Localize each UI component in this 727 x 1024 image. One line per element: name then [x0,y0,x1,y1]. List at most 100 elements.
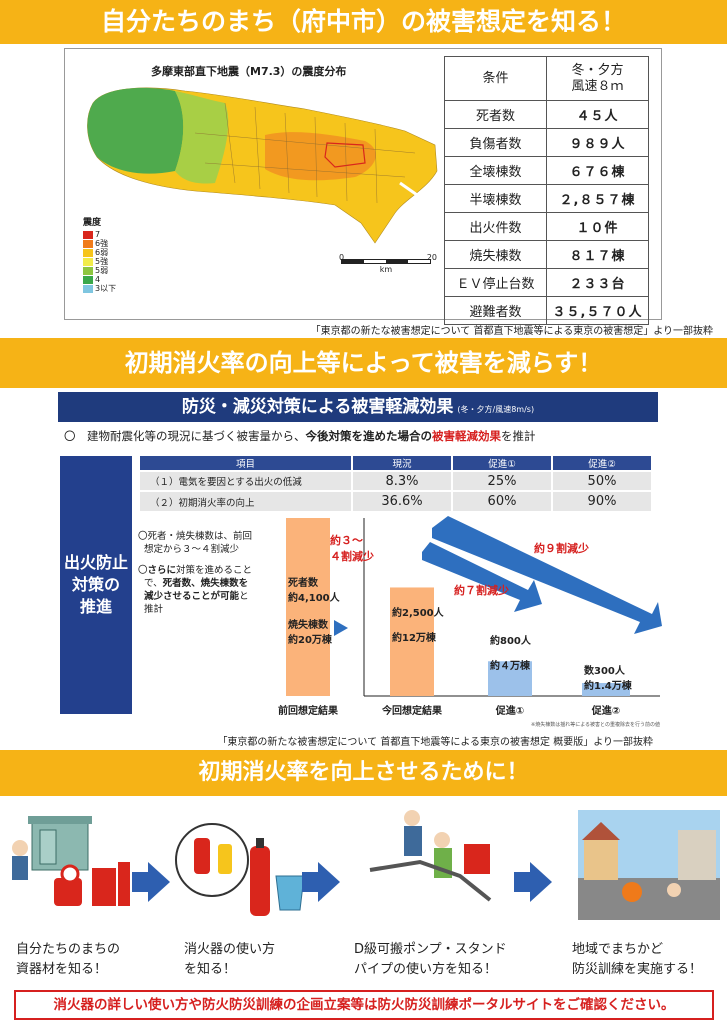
measures-cell: 25% [452,470,553,491]
step-caption-2: 消火器の使い方 を知る！ [184,942,276,977]
extinguisher-illustration [175,823,305,916]
reduction-arrow-90 [432,516,662,634]
bar-data-label: 死者数 [288,576,319,589]
measures-cell: 60% [452,490,553,511]
legend-item: 6弱 [83,248,116,257]
map-title: 多摩東部直下地震（M7.3）の震度分布 [151,65,347,78]
measures-table: 項目 現況 促進① 促進② （１）電気を要因とする出火の低減 8.3% 25% 50% （２）… [140,456,653,511]
reduction-annotation: 約９割減少 [534,541,589,555]
damage-row: 負傷者数 ９８９人 [444,128,649,157]
damage-key: 負傷者数 [444,128,547,157]
damage-table-head: 条件 冬・夕方 風速８ｍ [444,56,649,101]
damage-key: 避難者数 [444,296,547,325]
note-1: 〇死者・焼失棟数は、前回 想定から３～４割減少 [138,531,253,555]
step-caption-3: D級可搬ポンプ・スタンド パイプの使い方を知る！ [354,942,507,977]
fire-prevention-label: 出火防止 対策の 推進 [60,456,132,714]
damage-row: 避難者数 ３５,５７０人 [444,296,649,325]
measures-row: （１）電気を要因とする出火の低減 8.3% 25% 50% [140,470,653,491]
step-arrow-3 [514,862,552,902]
scale-unit: km [379,265,393,274]
bar-0 [286,518,330,696]
damage-value: ３５,５７０人 [546,296,649,325]
measures-cell: （２）初期消火率の向上 [140,490,353,511]
legend-title: 震度 [83,218,102,228]
seismic-intensity-map [87,87,438,244]
fuchu-boundary [324,142,366,168]
measures-cell: 90% [552,490,653,511]
damage-row: 死者数 ４５人 [444,100,649,129]
condition-label: 条件 [444,56,547,101]
scale-bar [341,259,431,264]
damage-estimate-panel: 多摩東部直下地震（M7.3）の震度分布 震度 7 6強 6弱 5強 5弱 4 3以下 0 2… [64,48,662,325]
map-west-lightgreen [175,91,229,184]
legend-label: 6弱 [95,248,109,257]
bar-data-label: 約1.4万棟 [584,679,633,692]
step-arrow-1 [132,862,170,902]
damage-key: 全壊棟数 [444,156,547,185]
measures-row: （２）初期消火率の向上 36.6% 60% 90% [140,490,653,511]
legend-swatch [83,230,93,239]
legend-item: 4 [83,275,116,284]
damage-value: ４５人 [546,100,649,129]
equipment-storage-illustration [12,816,130,906]
condition-value: 冬・夕方 風速８ｍ [546,56,649,101]
middle-banner: 初期消火率の向上等によって被害を減らす！ [0,338,727,388]
bar-3 [582,682,630,696]
x-tick-label: 促進② [591,704,620,717]
ward-lines [194,102,416,204]
source-note-1: 「東京都の新たな被害想定について 首都直下地震等による東京の被害想定」より一部抜… [310,326,713,337]
intensity-legend: 震度 7 6強 6弱 5強 5弱 4 3以下 [83,215,116,293]
pump-training-illustration [369,810,492,902]
legend-swatch [83,266,93,275]
damage-key: 半壊棟数 [444,184,547,213]
legend-item: 5強 [83,257,116,266]
top-banner: 自分たちのまち（府中市）の被害想定を知る！ [0,0,727,44]
section2-title-sub: (冬・夕方/風速8m/s) [457,405,535,414]
measures-cell: 36.6% [352,490,453,511]
legend-item: 3以下 [83,284,116,293]
damage-value: ２,８５７棟 [546,184,649,213]
step-arrow-2 [302,862,340,902]
measures-cell: （１）電気を要因とする出火の低減 [140,470,353,491]
damage-key: 死者数 [444,100,547,129]
bottom-banner: 初期消火率を向上させるために！ [0,750,727,796]
damage-row: ＥＶ停止台数 ２３３台 [444,268,649,297]
damage-key: 出火件数 [444,212,547,241]
legend-label: 5強 [95,257,109,266]
legend-label: 7 [95,230,101,239]
bar-data-label: 約2,500人 [392,606,445,619]
estimate-notes: 〇死者・焼失棟数は、前回 想定から３～４割減少 〇さらに対策を進めること で、死… [138,530,278,624]
x-tick-label: 今回想定結果 [381,704,443,717]
legend-swatch [83,248,93,257]
measures-header-cell: 項目 [140,456,353,471]
reduction-annotation: 約７割減少 [454,583,509,597]
legend-label: 4 [95,275,101,284]
step-caption-1: 自分たちのまちの 資器材を知る！ [16,942,121,977]
chart-footnote: ※焼失棟数は揺れ等による被害との重複除去を行う前の値 [531,721,660,728]
map-scale: 0 20 km [339,253,437,274]
legend-item: 7 [83,230,116,239]
damage-value: ９８９人 [546,128,649,157]
portal-site-notice[interactable]: 消火器の詳しい使い方や防火防災訓練の企画立案等は防火防災訓練ポータルサイトをご確… [14,990,714,1020]
measures-cell: 50% [552,470,653,491]
step-caption-4: 地域でまちかど 防災訓練を実施する！ [572,942,703,977]
damage-value: ６７６棟 [546,156,649,185]
damage-value: １０件 [546,212,649,241]
damage-key: ＥＶ停止台数 [444,268,547,297]
legend-label: 3以下 [95,284,117,293]
legend-label: 5弱 [95,266,109,275]
damage-table: 条件 冬・夕方 風速８ｍ 死者数 ４５人 負傷者数 ９８９人 全壊棟数 ６７６棟 半壊棟数 ２,… [444,56,649,325]
scale-min: 0 [339,253,345,262]
legend-swatch [83,257,93,266]
damage-value: ２３３台 [546,268,649,297]
bar-data-label: 焼失棟数 [288,618,329,631]
bar-data-label: 約12万棟 [392,631,437,644]
damage-key: 焼失棟数 [444,240,547,269]
bar-data-label: 数300人 [584,664,626,677]
legend-item: 6強 [83,239,116,248]
source-note-2: 「東京都の新たな被害想定について 首都直下地震等による東京の被害想定 概要版」よ… [217,737,653,748]
damage-value: ８１７棟 [546,240,649,269]
legend-swatch [83,275,93,284]
scale-max: 20 [426,253,437,262]
